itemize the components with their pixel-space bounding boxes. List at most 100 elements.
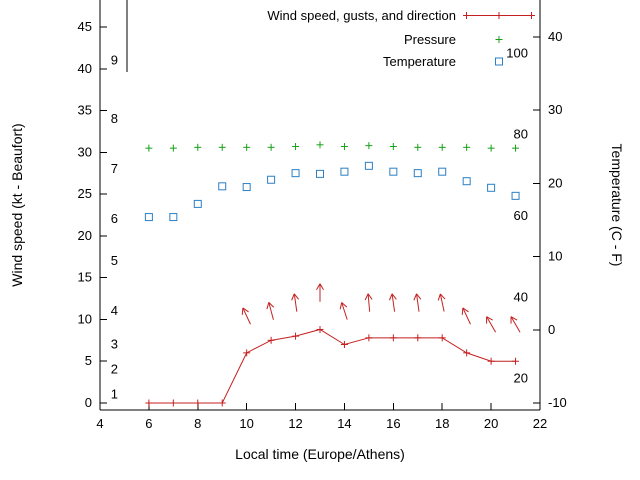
c-tick-label: 10 — [548, 249, 562, 264]
x-axis-title: Local time (Europe/Athens) — [235, 446, 405, 462]
kt-tick-label: 25 — [78, 186, 92, 201]
arrow-head-left — [437, 293, 441, 301]
c-tick-label: 0 — [548, 322, 555, 337]
kt-tick-label: 10 — [78, 311, 92, 326]
arrow-shaft — [293, 293, 298, 312]
wind-direction-arrow — [413, 293, 422, 312]
wind-speed-series — [145, 325, 520, 407]
pressure-point — [463, 143, 471, 151]
arrow-head-right — [462, 307, 469, 313]
kt-tick-label: 30 — [78, 144, 92, 159]
wind-speed-point — [292, 332, 300, 340]
arrow-head-left — [241, 307, 244, 315]
x-tick-label: 22 — [533, 416, 547, 431]
wind-speed-point — [340, 341, 348, 349]
wind-speed-point — [169, 399, 177, 407]
arrow-head-right — [242, 307, 249, 313]
arrow-head-left — [266, 302, 270, 310]
arrow-shaft — [268, 302, 274, 320]
kt-tick-label: 20 — [78, 228, 92, 243]
temperature-point — [340, 167, 349, 176]
beaufort-label: 7 — [111, 161, 118, 176]
arrow-head-right — [367, 293, 373, 300]
arrow-shaft — [510, 316, 521, 333]
legend-label-temperature: Temperature — [383, 54, 456, 69]
temperature-point — [364, 161, 373, 170]
beaufort-scale: 1 2 3 4 5 6 7 8 9 — [111, 52, 118, 401]
legend-label-wind: Wind speed, gusts, and direction — [267, 8, 456, 23]
temperature-point — [438, 167, 447, 176]
pressure-point — [487, 144, 495, 152]
arrow-shaft — [341, 302, 348, 320]
temperature-point — [291, 169, 300, 178]
arrow-head-left — [461, 307, 464, 315]
temperature-point — [169, 213, 178, 222]
legend-sample-wind-marker — [463, 12, 470, 19]
beaufort-label: 3 — [111, 337, 118, 352]
wind-direction-arrows — [241, 283, 521, 333]
pressure-point — [316, 141, 324, 149]
wind-speed-point — [487, 357, 495, 365]
wind-speed-point — [512, 357, 520, 365]
fahrenheit-label: 20 — [514, 371, 528, 386]
fahrenheit-label: 40 — [514, 289, 528, 304]
temperature-point — [462, 177, 471, 186]
plot-border — [99, 0, 541, 411]
x-tick-label: 16 — [386, 416, 400, 431]
x-tick-label: 10 — [239, 416, 253, 431]
arrow-shaft — [416, 293, 420, 312]
x-tick-label: 4 — [96, 416, 103, 431]
arrow-head-left — [291, 293, 295, 301]
wind-speed-point — [389, 334, 397, 342]
wind-direction-arrow — [437, 293, 446, 312]
y-axis-title-right: Temperature (C - F) — [609, 144, 625, 267]
temperature-point — [144, 213, 153, 222]
temperature-point — [316, 169, 324, 178]
wind-speed-point — [145, 399, 153, 407]
beaufort-label: 1 — [111, 387, 118, 402]
wind-speed-point — [438, 334, 446, 342]
pressure-point — [414, 143, 422, 151]
wind-speed-line — [148, 328, 516, 404]
arrow-head-left — [316, 283, 321, 290]
legend-sample-wind-marker — [528, 12, 535, 19]
temperature-point — [389, 167, 398, 176]
legend-label-pressure: Pressure — [404, 32, 456, 47]
kt-tick-label: 15 — [78, 270, 92, 285]
beaufort-label: 9 — [111, 52, 118, 67]
kt-tick-label: 35 — [78, 103, 92, 118]
arrow-head-right — [486, 316, 493, 321]
pressure-point — [365, 142, 373, 150]
arrow-head-right — [439, 293, 446, 300]
x-axis: 4 6 8 10 12 14 16 18 20 22 — [96, 403, 547, 431]
kt-tick-label: 5 — [85, 353, 92, 368]
temperature-point — [267, 175, 276, 184]
x-tick-label: 8 — [194, 416, 201, 431]
wind-speed-point — [194, 399, 202, 407]
legend-samples — [463, 12, 535, 66]
pressure-point — [267, 143, 275, 151]
wind-speed-point — [218, 399, 226, 407]
wind-speed-point — [316, 325, 324, 333]
beaufort-label: 6 — [111, 211, 118, 226]
pressure-point — [438, 143, 446, 151]
arrow-head-right — [341, 302, 348, 308]
c-tick-label: 40 — [548, 29, 562, 44]
x-tick-label: 20 — [484, 416, 498, 431]
wind-direction-arrow — [388, 293, 397, 312]
pressure-point — [194, 143, 202, 151]
arrow-head-right — [510, 316, 518, 321]
c-tick-label: 30 — [548, 102, 562, 117]
arrow-head-left — [486, 316, 488, 324]
wind-direction-arrow — [364, 293, 373, 312]
pressure-series — [145, 141, 520, 152]
wind-direction-arrow — [486, 316, 497, 333]
wind-direction-arrow — [266, 302, 275, 320]
temperature-point — [511, 191, 520, 200]
wind-direction-arrow — [510, 316, 521, 333]
c-tick-label: 20 — [548, 175, 562, 190]
arrow-head-left — [388, 293, 393, 301]
chart-generated-layers: 4 6 8 10 12 14 16 18 20 2205101520253035404512345… — [78, 0, 567, 431]
arrow-shaft — [391, 293, 396, 312]
